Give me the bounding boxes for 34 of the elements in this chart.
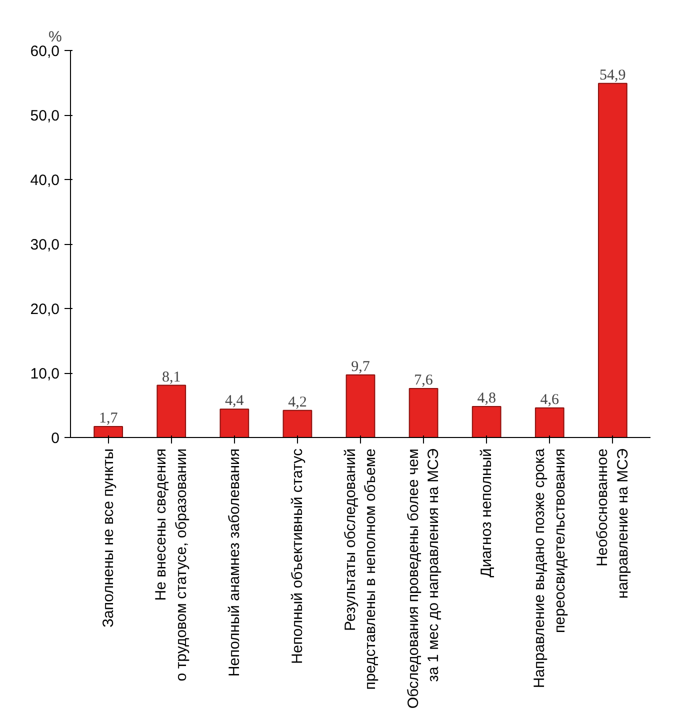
data-label: 1,7 [98,410,118,427]
bar [472,406,502,438]
data-label: 4,8 [477,390,496,407]
x-tick-label: Обследования проведены более чем за 1 мес до направления на МСЭ [404,448,442,709]
bar [408,388,438,438]
y-tick-label: 30,0 [30,236,60,254]
bar [346,374,376,438]
bar [94,426,124,438]
y-tick-label: 0 [51,430,60,447]
x-tick-label: Результаты обследований представлены в неполном объеме [342,448,380,690]
data-label: 7,6 [414,372,434,388]
x-tick-label: Заполнены не все пункты [100,448,117,628]
y-tick-label: 60,0 [30,43,60,60]
bar [220,408,250,438]
x-tick-label: Неполный объективный статус [288,448,306,664]
data-label: 8,1 [162,369,181,386]
data-label: 4,2 [288,394,307,410]
data-label: 54,9 [600,67,626,84]
x-tick-label: Неполный анамнез заболевания [226,448,243,677]
data-label: 9,7 [351,358,370,375]
bar [156,384,186,438]
x-tick-label: Диагноз неполный [478,448,496,578]
x-tick-label: Не внесены сведения о трудовом статусе, образовании [152,448,190,682]
y-axis-title: % [48,28,62,46]
x-tick-label: Необоснованное направление на МСЭ [594,448,632,599]
y-tick-label: 10,0 [30,366,60,382]
bar [534,407,564,438]
bar [282,410,312,438]
y-tick-label: 50,0 [30,108,60,124]
data-label: 4,6 [540,392,560,408]
y-tick-label: 40,0 [30,172,60,189]
y-tick-label: 20,0 [30,301,60,318]
bar [598,82,628,438]
data-label: 4,4 [225,393,244,410]
